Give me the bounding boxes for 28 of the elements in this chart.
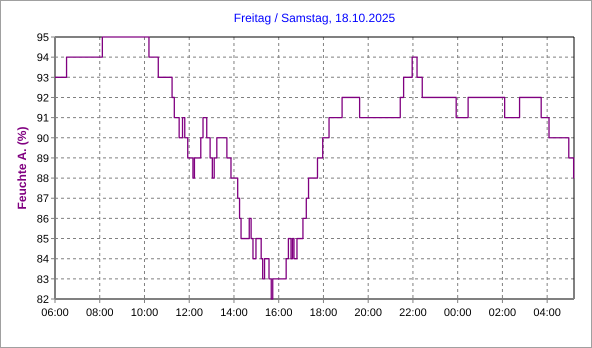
y-tick-label: 95 bbox=[36, 32, 49, 44]
x-tick-label: 14:00 bbox=[220, 307, 248, 319]
y-tick-label: 85 bbox=[36, 234, 49, 246]
x-tick-label: 04:00 bbox=[533, 307, 561, 319]
x-tick-label: 12:00 bbox=[175, 307, 203, 319]
y-tick-label: 91 bbox=[36, 112, 49, 125]
y-tick-label: 86 bbox=[36, 213, 49, 226]
y-tick-label: 84 bbox=[36, 254, 49, 266]
y-tick-label: 93 bbox=[36, 72, 49, 84]
y-tick-label: 88 bbox=[36, 173, 49, 186]
y-tick-label: 94 bbox=[36, 52, 49, 64]
x-tick-label: 16:00 bbox=[264, 307, 292, 319]
x-tick-label: 20:00 bbox=[354, 307, 382, 319]
x-tick-label: 08:00 bbox=[86, 307, 114, 319]
y-axis-title: Feuchte A. (%) bbox=[15, 126, 29, 210]
x-tick-label: 02:00 bbox=[488, 307, 516, 319]
y-tick-label: 92 bbox=[36, 92, 49, 104]
y-tick-label: 87 bbox=[36, 193, 49, 206]
y-tick-label: 83 bbox=[36, 274, 49, 286]
y-tick-label: 90 bbox=[36, 132, 49, 145]
x-tick-label: 22:00 bbox=[399, 307, 427, 319]
x-tick-label: 18:00 bbox=[310, 307, 338, 319]
x-tick-label: 00:00 bbox=[444, 307, 472, 319]
y-tick-label: 82 bbox=[36, 294, 49, 306]
x-tick-label: 06:00 bbox=[41, 307, 69, 319]
y-tick-label: 89 bbox=[36, 152, 49, 165]
x-tick-label: 10:00 bbox=[130, 307, 158, 319]
chart-title: Freitag / Samstag, 18.10.2025 bbox=[234, 11, 396, 25]
